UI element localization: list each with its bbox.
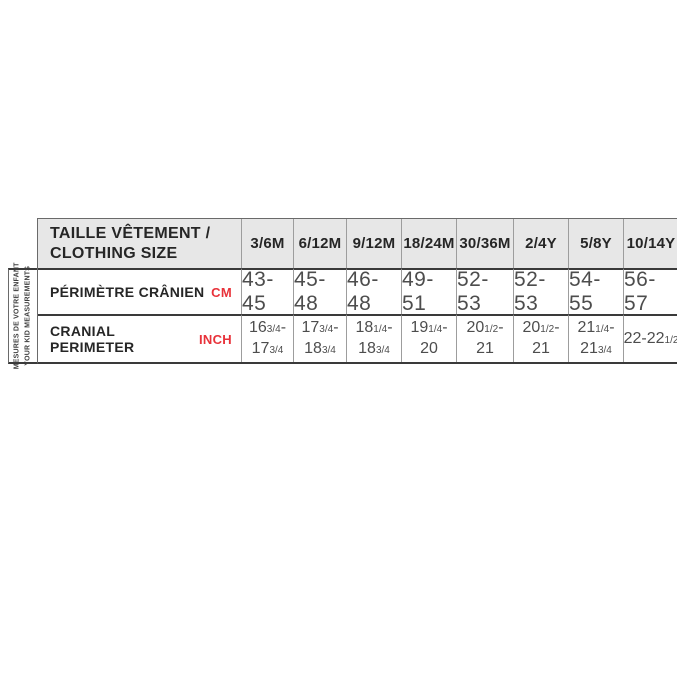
table-title-cell: TAILLE VÊTEMENT / CLOTHING SIZE xyxy=(38,219,241,268)
row-label-en: CRANIAL PERIMETER xyxy=(50,323,135,355)
cranial-perimeter-cm-label-cell: PÉRIMÈTRE CRÂNIEN CM xyxy=(38,268,241,314)
size-col-header: 2/4Y xyxy=(513,219,568,268)
inch-value-cell: 191/4- 20 xyxy=(401,314,456,362)
inch-value-cell: 201/2- 21 xyxy=(456,314,513,362)
inch-value-cell: 211/4- 213/4 xyxy=(568,314,623,362)
sidebar-line-fr: MESURES DE VOTRE ENFANT xyxy=(13,262,21,370)
inch-value-cell: 163/4- 173/4 xyxy=(241,314,293,362)
size-col-header: 3/6M xyxy=(241,219,293,268)
size-col-header: 9/12M xyxy=(346,219,401,268)
table-title-line-1: TAILLE VÊTEMENT / xyxy=(50,224,211,242)
cm-value-cell: 45-48 xyxy=(293,268,346,314)
cm-value-cell: 52-53 xyxy=(513,268,568,314)
cm-value-cell: 56-57 xyxy=(623,268,677,314)
cm-value-cell: 49-51 xyxy=(401,268,456,314)
sidebar-line-en: YOUR KID MEASUREMENTS xyxy=(24,266,32,366)
row-label-fr: PÉRIMÈTRE CRÂNIEN xyxy=(50,284,205,300)
cranial-perimeter-inch-label-cell: CRANIAL PERIMETER INCH xyxy=(38,314,241,362)
cm-value-cell: 46-48 xyxy=(346,268,401,314)
cm-value-cell: 43-45 xyxy=(241,268,293,314)
inch-value-cell: 22-221/2 xyxy=(623,314,677,362)
inch-value-cell: 201/2- 21 xyxy=(513,314,568,362)
cm-value-cell: 52-53 xyxy=(456,268,513,314)
inch-value-cell: 181/4- 183/4 xyxy=(346,314,401,362)
size-col-header: 6/12M xyxy=(293,219,346,268)
unit-cm-label: CM xyxy=(211,284,232,300)
measurements-sidebar: MESURES DE VOTRE ENFANT YOUR KID MEASURE… xyxy=(8,263,37,369)
inch-value-cell: 173/4- 183/4 xyxy=(293,314,346,362)
unit-inch-label: INCH xyxy=(199,331,232,347)
size-col-header: 18/24M xyxy=(401,219,456,268)
size-col-header: 30/36M xyxy=(456,219,513,268)
cm-value-cell: 54-55 xyxy=(568,268,623,314)
size-col-header: 10/14Y xyxy=(623,219,677,268)
measurements-sidebar-label: MESURES DE VOTRE ENFANT YOUR KID MEASURE… xyxy=(12,263,34,370)
size-chart-table: TAILLE VÊTEMENT / CLOTHING SIZE 3/6M 6/1… xyxy=(37,218,677,364)
table-title-line-2: CLOTHING SIZE xyxy=(50,244,178,262)
size-col-header: 5/8Y xyxy=(568,219,623,268)
